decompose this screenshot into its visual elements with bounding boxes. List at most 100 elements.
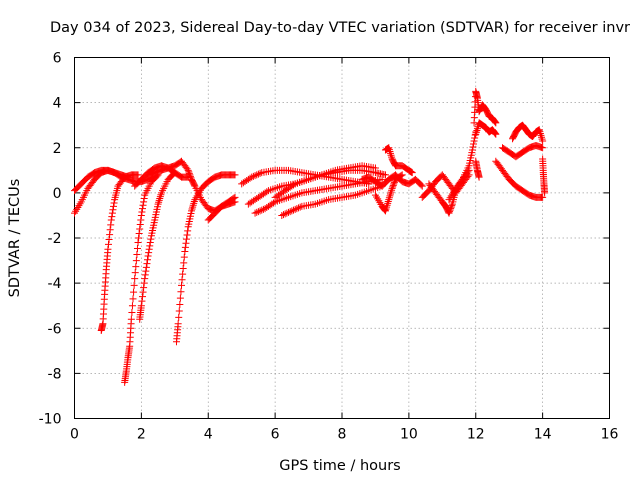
data-point [104, 245, 112, 253]
x-tick-label: 16 [601, 427, 619, 443]
data-point [131, 269, 139, 277]
data-point [133, 251, 141, 259]
data-point [254, 208, 262, 216]
data-point [388, 184, 396, 192]
series-arc-8 [131, 162, 192, 190]
data-point [475, 173, 483, 181]
data-point [251, 209, 259, 217]
data-point [491, 117, 499, 125]
data-point [230, 194, 238, 202]
data-point [249, 172, 257, 180]
data-point [131, 275, 139, 283]
x-tick-label: 2 [137, 427, 146, 443]
data-point [269, 199, 277, 207]
data-point [279, 211, 287, 219]
series-arc-9 [204, 193, 239, 224]
data-point [388, 186, 396, 194]
data-point [386, 190, 394, 198]
data-point [138, 205, 146, 213]
data-point [135, 234, 143, 242]
data-point [389, 183, 397, 191]
data-point [144, 252, 152, 260]
data-point [184, 173, 192, 181]
series-arc-26 [509, 121, 547, 145]
data-point [135, 229, 143, 237]
data-point [184, 166, 192, 174]
data-point [128, 302, 136, 310]
data-point [446, 208, 454, 216]
data-point [384, 198, 392, 206]
data-point [139, 201, 147, 209]
data-point [140, 279, 148, 287]
data-point [286, 208, 294, 216]
data-point [447, 203, 455, 211]
y-tick-labels: -10 -8 -6 -4 -2 0 2 4 6 [39, 51, 62, 428]
data-point [144, 256, 152, 264]
data-point [147, 235, 155, 243]
data-point [539, 193, 547, 201]
data-point [231, 171, 239, 179]
data-point [176, 301, 184, 309]
series-arc-2 [71, 166, 132, 195]
series-arc-24 [492, 157, 547, 201]
data-point [470, 140, 478, 148]
data-point [138, 208, 146, 216]
data-point [417, 181, 425, 189]
data-point [295, 204, 303, 212]
data-point [106, 231, 114, 239]
data-point [107, 221, 115, 229]
data-point [127, 315, 135, 323]
y-tick-label: -4 [48, 276, 62, 292]
data-point [291, 205, 299, 213]
data-point [178, 276, 186, 284]
data-point [129, 295, 137, 303]
series-arc-21 [470, 87, 500, 127]
data-point [175, 307, 183, 315]
data-point [283, 209, 291, 217]
data-point [189, 203, 197, 211]
data-point [183, 231, 191, 239]
series-arc-27 [539, 155, 549, 197]
data-point [445, 209, 453, 217]
data-point [182, 239, 190, 247]
data-point [390, 178, 398, 186]
data-point [185, 169, 193, 177]
data-point [492, 130, 500, 138]
data-point [181, 248, 189, 256]
chart-title: Day 034 of 2023, Sidereal Day-to-day VTE… [50, 20, 630, 36]
data-point [188, 205, 196, 213]
data-point [156, 195, 164, 203]
data-point [183, 235, 191, 243]
data-point [278, 211, 286, 219]
data-point [385, 196, 393, 204]
data-point [140, 195, 148, 203]
data-point [457, 177, 465, 185]
x-tick-label: 4 [204, 427, 213, 443]
data-point [385, 194, 393, 202]
data-point [180, 253, 188, 261]
data-point [263, 188, 271, 196]
data-point [468, 146, 476, 154]
x-tick-label: 10 [400, 427, 418, 443]
data-point [418, 182, 426, 190]
data-point [146, 242, 154, 250]
data-point [447, 205, 455, 213]
data-point [130, 281, 138, 289]
data-point [183, 165, 191, 173]
y-tick-label: 4 [53, 96, 62, 112]
data-point [381, 171, 389, 179]
data-point [184, 227, 192, 235]
data-point [386, 192, 394, 200]
series-arc-13 [271, 166, 389, 201]
data-point [142, 267, 150, 275]
data-point [134, 171, 142, 179]
data-point [253, 208, 261, 216]
x-axis-label: GPS time / hours [279, 458, 400, 474]
data-point [110, 202, 118, 210]
data-point [142, 263, 150, 271]
series-arc-17 [381, 144, 416, 177]
data-point [143, 260, 151, 268]
data-point [285, 208, 292, 216]
data-point [110, 199, 118, 207]
